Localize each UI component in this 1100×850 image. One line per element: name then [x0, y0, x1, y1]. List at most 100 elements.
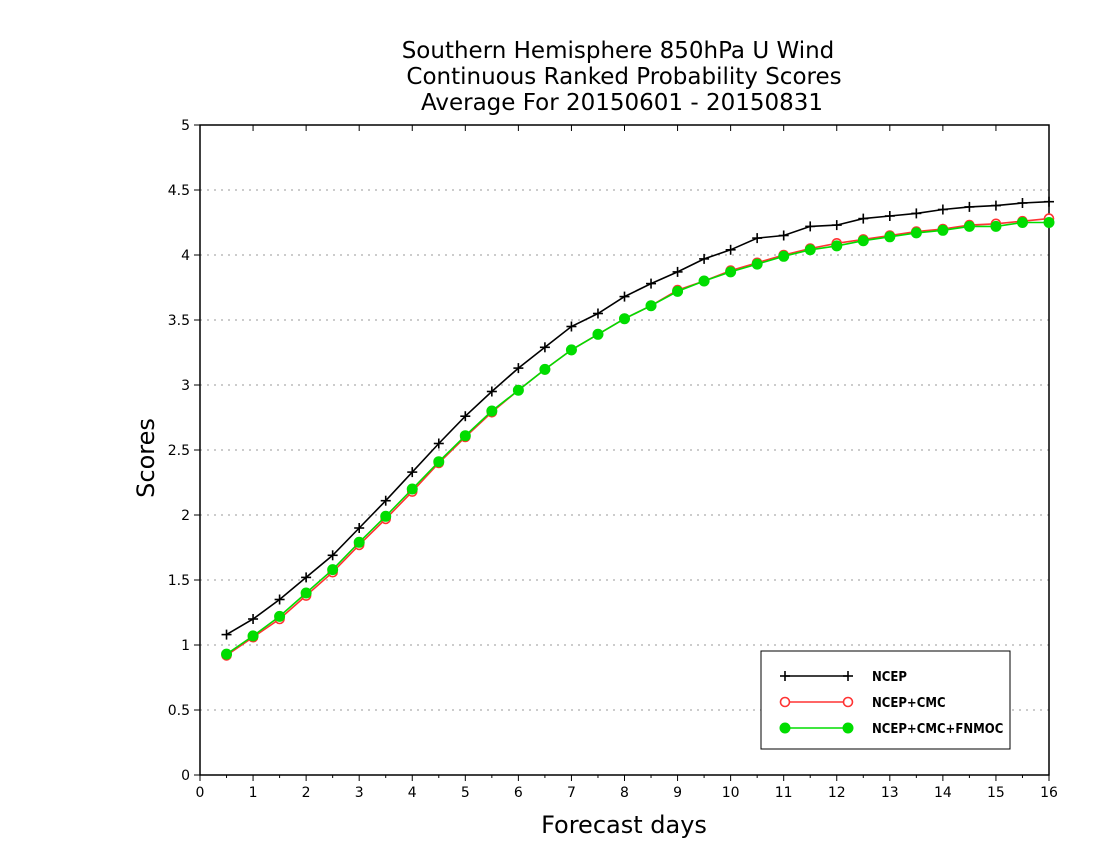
- y-tick-label: 4.5: [168, 183, 190, 199]
- x-tick-label: 16: [1040, 785, 1058, 801]
- y-tick-label: 0.5: [168, 703, 190, 719]
- y-tick-label: 1: [181, 638, 190, 654]
- data-point-ncep-cmc-fnmoc: [512, 384, 524, 396]
- data-point-ncep: [460, 411, 471, 422]
- grid-lines: [200, 189, 1049, 711]
- legend-marker-start: [779, 722, 791, 734]
- data-point-ncep-cmc-fnmoc: [672, 285, 684, 297]
- data-point-ncep-cmc-fnmoc: [698, 275, 710, 287]
- data-point-ncep-cmc-fnmoc: [910, 227, 922, 239]
- data-point-ncep-cmc-fnmoc: [247, 630, 259, 642]
- y-tick-label: 2.5: [168, 443, 190, 459]
- series-group: [221, 196, 1055, 661]
- series-ncep-cmc: [221, 213, 1055, 661]
- data-point-ncep: [1017, 198, 1028, 208]
- data-point-ncep: [699, 253, 710, 264]
- data-point-ncep-cmc-fnmoc: [619, 313, 630, 325]
- data-point-ncep: [725, 244, 736, 255]
- x-tick-label: 14: [934, 785, 952, 801]
- data-point-ncep-cmc-fnmoc: [1043, 217, 1055, 228]
- data-point-ncep-cmc-fnmoc: [539, 363, 551, 375]
- x-axis: 0 1 2 3 4 5 6 7 8 9 10 11 12 13 14 15 16: [196, 125, 1058, 801]
- data-point-ncep-cmc-fnmoc: [300, 587, 312, 599]
- legend-box: [760, 650, 1011, 750]
- x-tick-label: 2: [302, 785, 311, 801]
- data-point-ncep: [513, 363, 524, 374]
- x-tick-label: 5: [461, 785, 470, 801]
- data-point-ncep: [592, 308, 603, 319]
- x-tick-label: 11: [775, 785, 793, 801]
- x-tick-label: 13: [881, 785, 899, 801]
- data-point-ncep: [831, 220, 842, 231]
- data-point-ncep-cmc-fnmoc: [221, 648, 233, 660]
- x-tick-label: 12: [828, 785, 846, 801]
- data-point-ncep: [354, 523, 365, 533]
- data-point-ncep: [884, 211, 895, 221]
- y-tick-label: 0: [181, 768, 190, 784]
- y-tick-label: 2: [181, 508, 190, 524]
- data-point-ncep-cmc-fnmoc: [937, 224, 949, 236]
- data-point-ncep: [380, 495, 391, 506]
- data-point-ncep: [407, 467, 418, 478]
- y-tick-label: 5: [181, 118, 190, 134]
- data-point-ncep: [752, 233, 763, 244]
- data-point-ncep: [566, 321, 577, 332]
- data-point-ncep-cmc-fnmoc: [592, 328, 604, 340]
- data-point-ncep-cmc-fnmoc: [1016, 217, 1028, 228]
- series-line-ncep-cmc: [226, 217, 1050, 657]
- data-point-ncep: [805, 221, 816, 232]
- data-point-ncep: [778, 230, 789, 241]
- data-point-ncep: [1044, 196, 1054, 207]
- data-point-ncep: [248, 614, 259, 624]
- data-point-ncep: [858, 213, 869, 224]
- series-ncep: [221, 196, 1054, 640]
- data-point-ncep-cmc-fnmoc: [565, 344, 577, 356]
- data-point-ncep: [672, 266, 683, 277]
- data-point-ncep-cmc-fnmoc: [380, 510, 392, 522]
- data-point-ncep-cmc-fnmoc: [406, 483, 418, 495]
- data-point-ncep: [327, 550, 338, 561]
- y-tick-label: 3: [181, 378, 190, 394]
- data-point-ncep: [274, 594, 285, 605]
- data-point-ncep: [990, 200, 1001, 211]
- data-point-ncep-cmc-fnmoc: [327, 564, 339, 576]
- x-tick-label: 7: [567, 785, 576, 801]
- series-line-ncep-cmc-fnmoc: [226, 221, 1049, 655]
- plot-frame: [199, 124, 1050, 776]
- data-point-ncep-cmc-fnmoc: [433, 456, 445, 468]
- data-point-ncep: [937, 204, 948, 215]
- data-point-ncep-cmc-fnmoc: [990, 220, 1002, 232]
- series-line-ncep: [226, 200, 1050, 636]
- x-tick-label: 4: [408, 785, 417, 801]
- data-point-ncep: [539, 342, 550, 353]
- data-point-ncep: [646, 278, 657, 289]
- y-tick-label: 1.5: [168, 573, 190, 589]
- data-point-ncep-cmc-fnmoc: [725, 266, 737, 278]
- chart-title-line-3: Average For 20150601 - 20150831: [421, 90, 823, 116]
- x-tick-label: 15: [987, 785, 1005, 801]
- x-tick-label: 3: [355, 785, 364, 801]
- legend-marker-start: [780, 671, 790, 681]
- y-tick-label: 3.5: [168, 313, 190, 329]
- data-point-ncep: [221, 629, 232, 640]
- legend-entry-ncep-cmc: NCEP+CMC: [779, 696, 946, 711]
- data-point-ncep-cmc-fnmoc: [778, 250, 790, 262]
- y-tick-label: 4: [181, 248, 190, 264]
- x-axis-label: Forecast days: [541, 811, 707, 839]
- legend-marker-start: [779, 696, 791, 708]
- legend-marker-end: [843, 671, 853, 681]
- x-tick-label: 8: [620, 785, 629, 801]
- legend-label: NCEP+CMC: [872, 696, 946, 711]
- legend-label: NCEP+CMC+FNMOC: [872, 722, 1003, 737]
- legend: NCEP NCEP+CMC NCEP+CMC+FNMOC: [760, 650, 1011, 750]
- data-point-ncep-cmc-fnmoc: [274, 610, 286, 622]
- chart-title-line-2: Continuous Ranked Probability Scores: [406, 64, 841, 90]
- data-point-ncep-cmc-fnmoc: [804, 244, 816, 256]
- x-tick-label: 1: [249, 785, 258, 801]
- data-point-ncep-cmc-fnmoc: [353, 536, 365, 548]
- x-tick-label: 6: [514, 785, 523, 801]
- data-point-ncep: [433, 438, 444, 449]
- legend-entry-ncep: NCEP: [780, 670, 907, 685]
- data-point-ncep-cmc-fnmoc: [486, 405, 498, 417]
